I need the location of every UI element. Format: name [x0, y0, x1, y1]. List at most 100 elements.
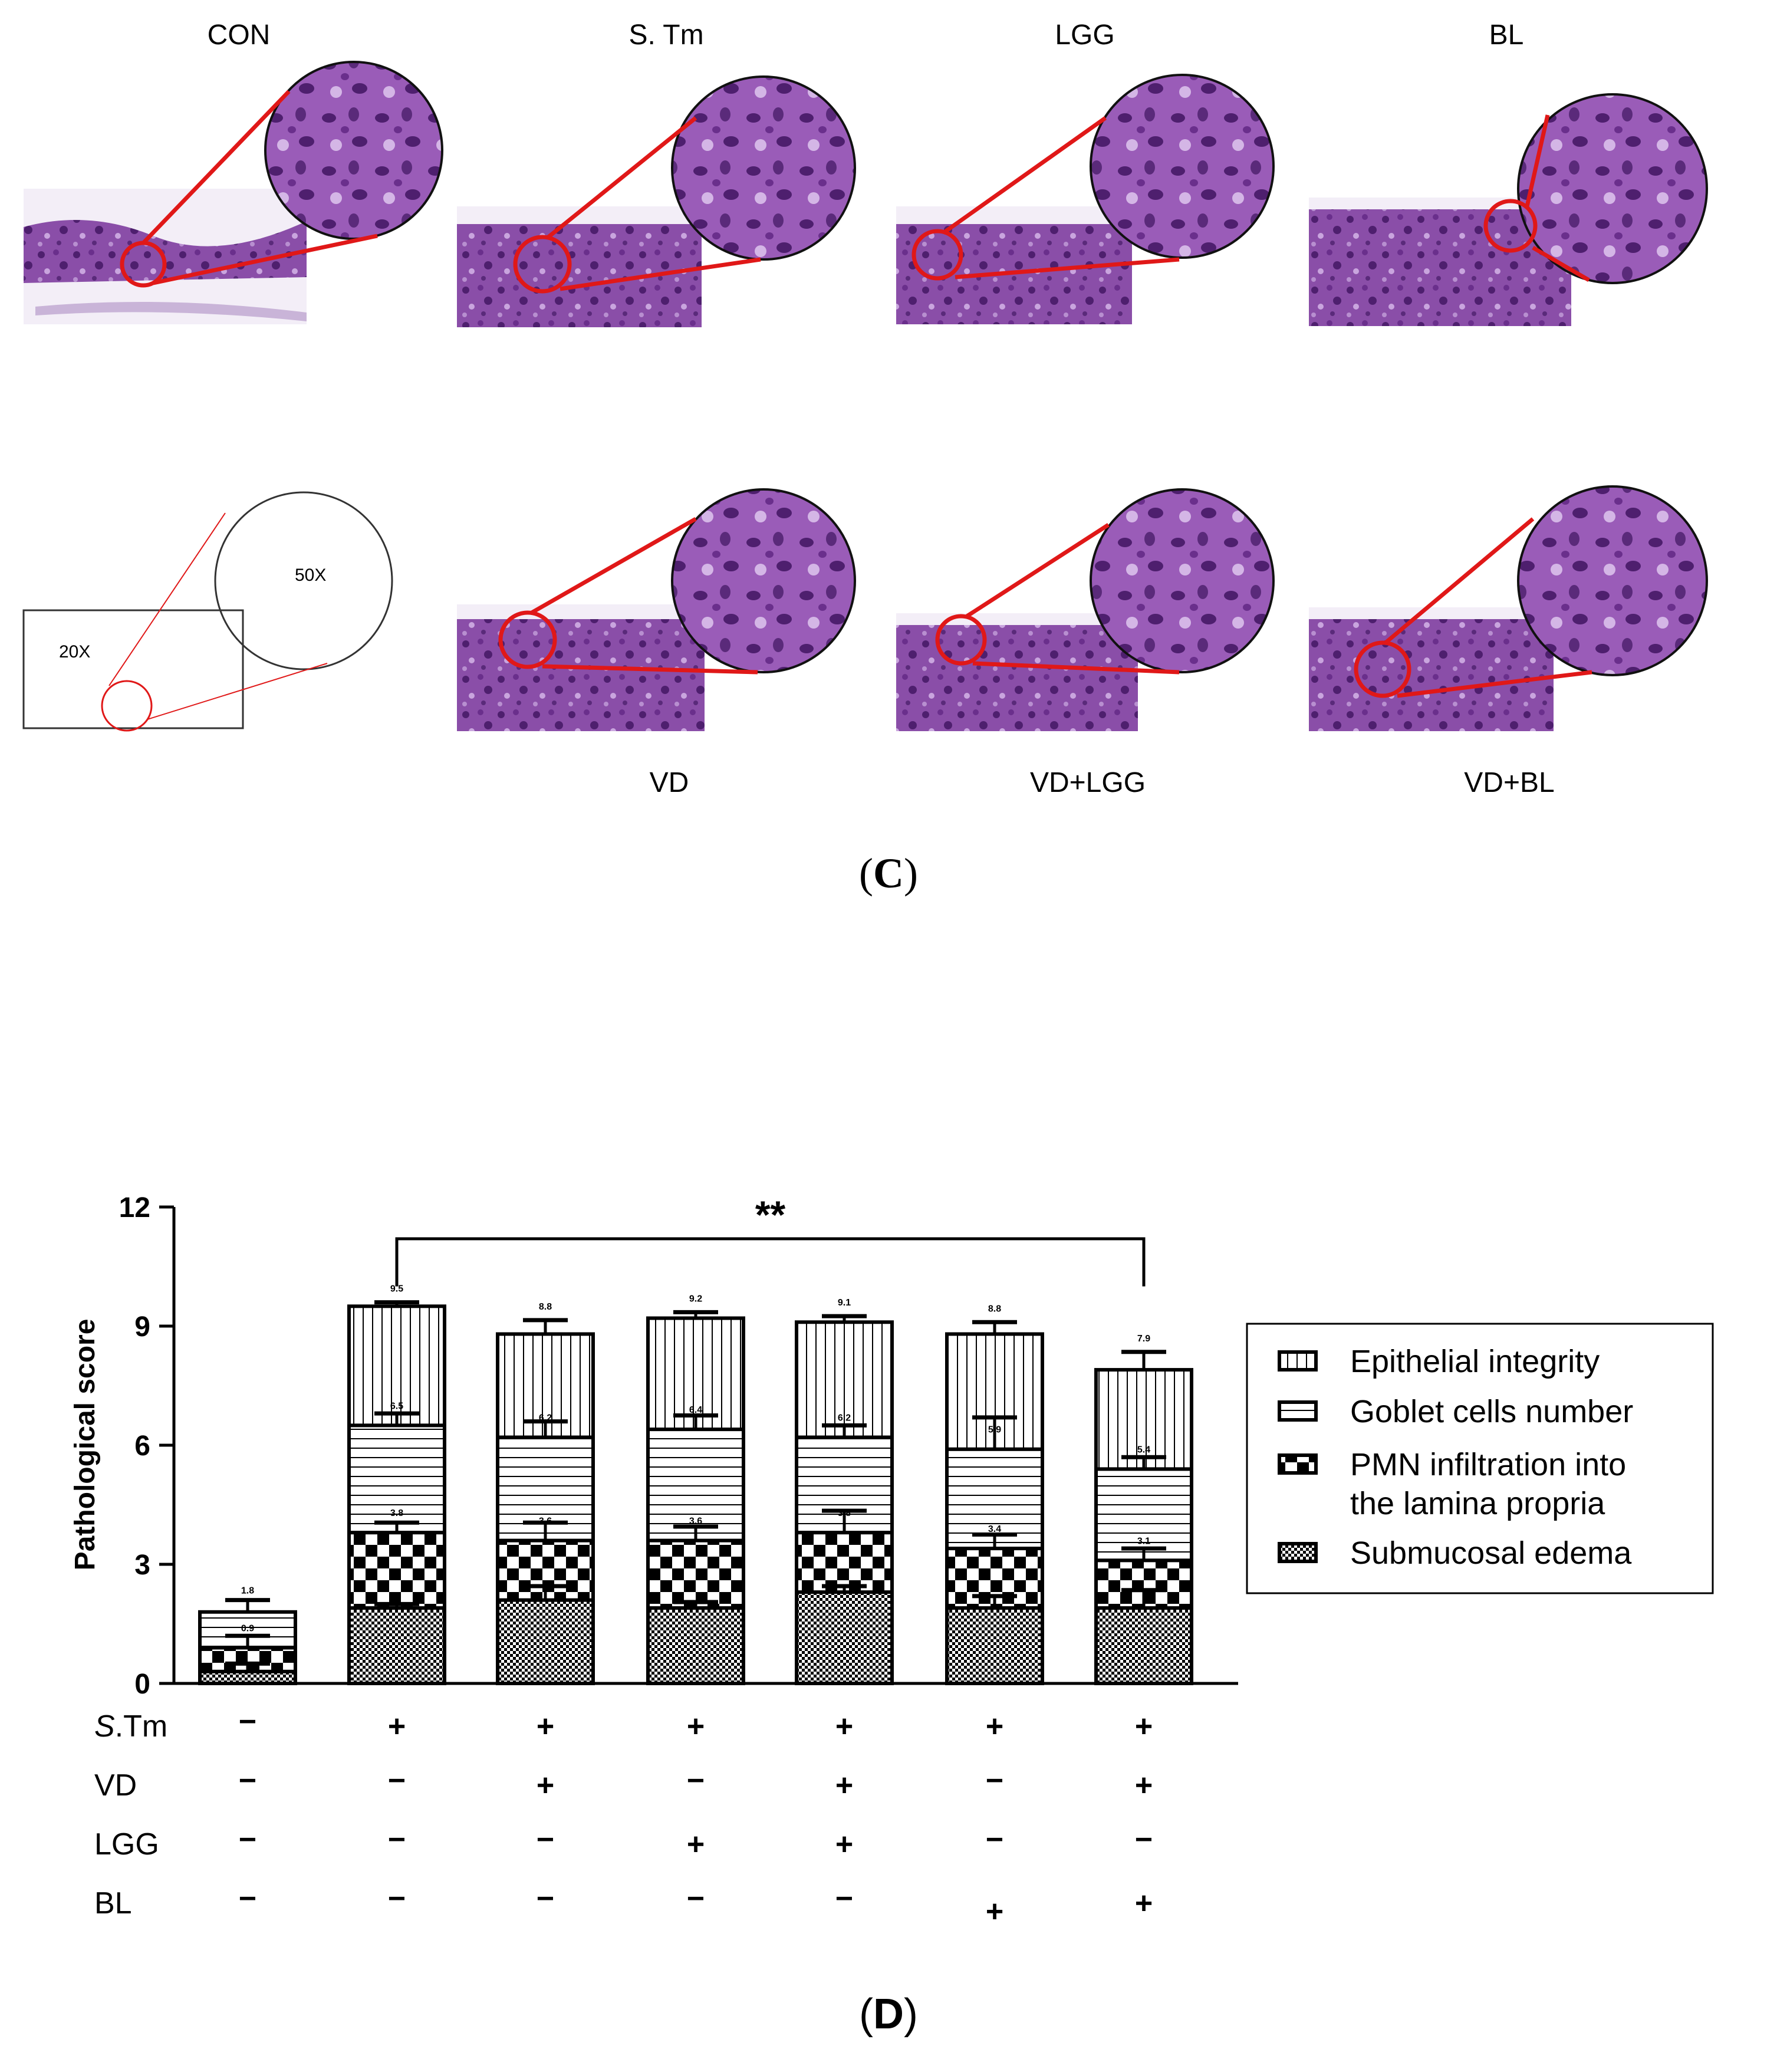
title-bl: BL: [1489, 19, 1524, 51]
micrograph-layer: 20X 50X: [22, 61, 1708, 732]
title-vd-lgg: VD+LGG: [1029, 767, 1146, 798]
legend-swatch: [1278, 1400, 1318, 1422]
bar-segment: [1094, 1467, 1193, 1563]
error-bars: [225, 1300, 1166, 1672]
bars: [198, 1304, 1193, 1686]
treatment-sign: −: [388, 1823, 406, 1857]
legend-label: Submucosal edema: [1350, 1535, 1632, 1571]
treatment-sign: −: [687, 1882, 705, 1916]
bar-mid-label: 3.6: [689, 1517, 702, 1527]
bar-segment: [198, 1669, 297, 1686]
bar-segment: [646, 1606, 745, 1685]
bar-segment: [1094, 1606, 1193, 1685]
title-vd-bl: VD+BL: [1464, 767, 1555, 798]
treatment-sign: −: [986, 1823, 1003, 1857]
pathology-chart: Pathological score 0 3 6 9 12 1.8 0.9 9.5 3.8 6.…: [70, 1192, 1714, 2038]
treatment-sign: +: [687, 1709, 705, 1744]
significance-bracket: **: [395, 1193, 1146, 1287]
bar-segment: [347, 1423, 446, 1535]
treatment-sign: +: [1135, 1768, 1153, 1803]
bar-labels: 1.8 0.9 9.5 3.8 6.5 8.8 3.6 6.2 9.2 3.6 6.4 9.1 3.8 6…: [241, 1284, 1150, 1634]
legend-label: PMN infiltration into: [1350, 1447, 1626, 1482]
legend-swatch: [1278, 1542, 1318, 1563]
bar-total-label: 8.8: [988, 1304, 1001, 1314]
bar-total-label: 7.9: [1137, 1334, 1150, 1344]
bar-segment: [1094, 1368, 1193, 1471]
treatment-sign: −: [1135, 1823, 1153, 1857]
significance-label: **: [755, 1193, 786, 1236]
treatment-sign: −: [239, 1882, 256, 1916]
bar-segment: [795, 1531, 894, 1594]
legend-label-line2: the lamina propria: [1350, 1486, 1605, 1521]
bar-mid-label: 6.5: [390, 1401, 403, 1411]
y-tick-label: 3: [134, 1550, 150, 1581]
treatment-sign: −: [239, 1764, 256, 1798]
bar-segment: [646, 1538, 745, 1610]
title-con: CON: [207, 19, 271, 51]
bar-segment: [945, 1447, 1044, 1551]
legend-swatch: [1278, 1453, 1318, 1475]
treatment-table: S.Tm − + + + + + + VD − − + − + − + LGG − − − + + − − BL − − − − − + +: [94, 1705, 1153, 1929]
treatment-sign: +: [835, 1827, 853, 1861]
bar-mid-label: 6.2: [838, 1413, 851, 1423]
treatment-row-label: S.Tm: [94, 1709, 167, 1744]
bar-total-label: 9.5: [390, 1284, 403, 1294]
treatment-sign: +: [986, 1709, 1003, 1744]
treatment-sign: +: [1135, 1886, 1153, 1920]
legend-label: Goblet cells number: [1350, 1394, 1633, 1429]
bar-mid-label: 3.6: [539, 1517, 552, 1527]
bar-total-label: 9.1: [838, 1298, 851, 1308]
title-lgg: LGG: [1055, 19, 1115, 51]
treatment-row-label: BL: [94, 1886, 132, 1920]
y-tick-label: 6: [134, 1430, 150, 1462]
treatment-sign: −: [239, 1705, 256, 1739]
bar-segment: [496, 1598, 595, 1686]
treatment-sign: +: [986, 1895, 1003, 1929]
bar-mid-label: 0.9: [241, 1623, 254, 1633]
y-ticks: 0 3 6 9 12: [119, 1192, 174, 1700]
bar-segment: [795, 1590, 894, 1685]
treatment-sign: +: [537, 1768, 554, 1803]
treatment-sign: −: [537, 1882, 554, 1916]
bar-total-label: 8.8: [539, 1302, 552, 1312]
treatment-sign: −: [835, 1882, 853, 1916]
micrograph-bl: [1309, 93, 1708, 326]
treatment-sign: −: [687, 1764, 705, 1798]
treatment-sign: +: [687, 1827, 705, 1861]
y-axis-label: Pathological score: [70, 1319, 101, 1571]
schematic-50x-label: 50X: [295, 565, 326, 585]
bar-mid-label: 3.8: [390, 1508, 403, 1518]
bar-segment: [347, 1606, 446, 1685]
schematic: 20X 50X: [22, 491, 393, 732]
micrograph-vd-lgg: [896, 488, 1275, 731]
bar-total-label: 1.8: [241, 1586, 254, 1596]
treatment-sign: +: [1135, 1709, 1153, 1744]
panel-d-label: (D): [859, 1991, 918, 2038]
bar-mid-label: 5.4: [1137, 1445, 1150, 1455]
legend-label: Epithelial integrity: [1350, 1344, 1600, 1379]
treatment-sign: −: [388, 1764, 406, 1798]
bar-total-label: 9.2: [689, 1294, 702, 1304]
bar-mid-label: 6.4: [689, 1405, 702, 1415]
treatment-sign: +: [388, 1709, 406, 1744]
treatment-sign: −: [986, 1764, 1003, 1798]
title-vd: VD: [649, 767, 689, 798]
y-tick-label: 12: [119, 1192, 150, 1224]
treatment-sign: −: [537, 1823, 554, 1857]
y-tick-label: 0: [134, 1669, 150, 1700]
micrograph-con: [24, 61, 443, 324]
bar-mid-label: 6.2: [539, 1413, 552, 1423]
micrograph-vd: [457, 488, 856, 731]
micrograph-lgg: [896, 74, 1275, 324]
treatment-sign: +: [537, 1709, 554, 1744]
micrograph-vd-bl: [1309, 485, 1708, 731]
treatment-row-label: VD: [94, 1768, 137, 1803]
schematic-20x-label: 20X: [59, 642, 90, 662]
bar-mid-label: 3.4: [988, 1524, 1001, 1534]
legend: Epithelial integrity Goblet cells number P…: [1246, 1323, 1714, 1594]
y-tick-label: 9: [134, 1311, 150, 1343]
treatment-row-label: LGG: [94, 1827, 159, 1861]
micrograph-stm: [457, 75, 856, 327]
treatment-sign: −: [239, 1823, 256, 1857]
bar-mid-label: 3.1: [1137, 1536, 1150, 1546]
